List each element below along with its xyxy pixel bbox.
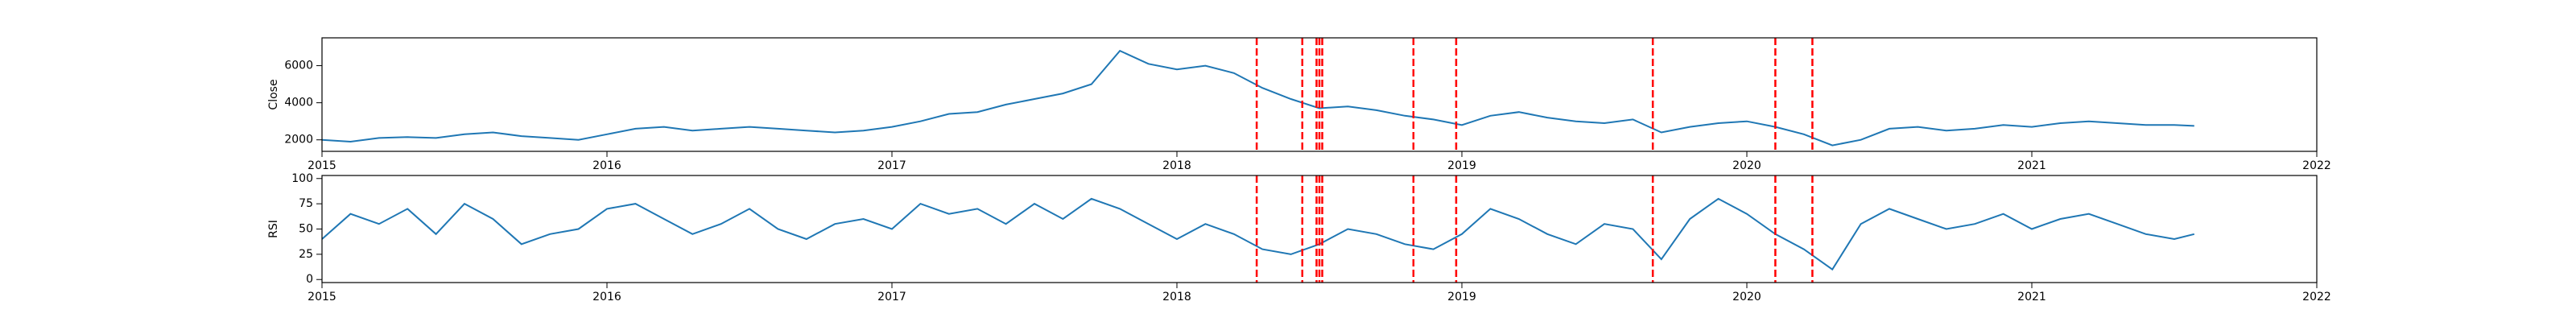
- y-axis-label: RSI: [267, 220, 280, 238]
- x-tick-label: 2018: [1162, 291, 1191, 303]
- x-tick-label: 2021: [2017, 159, 2046, 172]
- x-tick-label: 2017: [877, 291, 906, 303]
- y-tick-label: 50: [299, 223, 313, 236]
- x-tick-label: 2020: [1732, 291, 1761, 303]
- y-tick-label: 100: [291, 172, 313, 185]
- y-tick-label: 0: [306, 273, 313, 286]
- x-tick-label: 2016: [592, 291, 621, 303]
- x-tick-label: 2018: [1162, 159, 1191, 172]
- y-axis-label: Close: [267, 79, 280, 109]
- x-tick-label: 2020: [1732, 159, 1761, 172]
- y-tick-label: 4000: [284, 97, 313, 109]
- x-tick-label: 2022: [2302, 291, 2331, 303]
- x-tick-label: 2019: [1447, 291, 1476, 303]
- axes-frame: [321, 175, 2318, 283]
- x-tick-label: 2015: [308, 291, 336, 303]
- y-tick-label: 75: [299, 197, 313, 210]
- axes-frame: [321, 37, 2318, 152]
- x-tick-label: 2017: [877, 159, 906, 172]
- price-line: [321, 197, 2195, 271]
- y-tick-label: 6000: [284, 60, 313, 72]
- y-tick-label: 25: [299, 248, 313, 261]
- y-tick-label: 2000: [284, 134, 313, 147]
- x-tick-label: 2022: [2302, 159, 2331, 172]
- x-tick-label: 2021: [2017, 291, 2046, 303]
- x-tick-label: 2016: [592, 159, 621, 172]
- price-line: [321, 49, 2194, 147]
- x-tick-label: 2015: [308, 159, 336, 172]
- x-tick-label: 2019: [1447, 159, 1476, 172]
